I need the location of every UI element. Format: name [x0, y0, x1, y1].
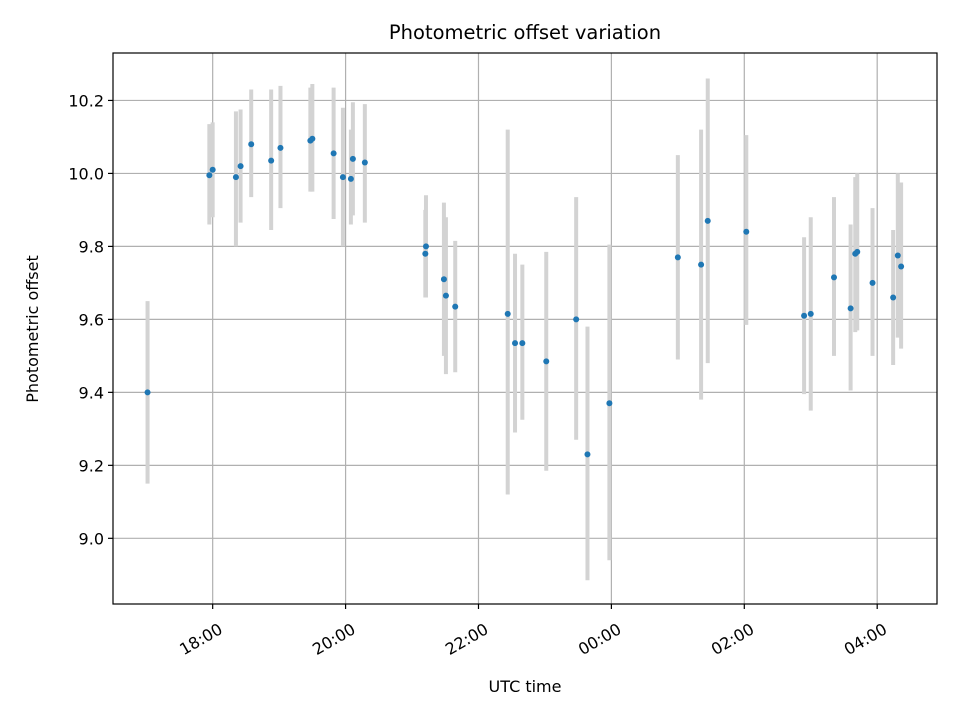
data-point — [347, 175, 354, 182]
data-point — [704, 217, 711, 224]
data-point — [573, 316, 580, 323]
data-point — [442, 292, 449, 299]
data-point — [698, 261, 705, 268]
y-tick-label: 9.0 — [79, 529, 104, 548]
data-point — [248, 141, 255, 148]
data-point — [801, 312, 808, 319]
data-point — [309, 135, 316, 142]
data-point — [584, 451, 591, 458]
data-point — [606, 400, 613, 407]
data-point — [807, 310, 814, 317]
data-point — [232, 174, 239, 181]
data-point — [268, 157, 275, 164]
y-axis-ticks: 9.0 9.2 9.4 9.6 9.8 10.0 10.2 — [68, 91, 113, 548]
data-point — [898, 263, 905, 270]
data-point — [504, 310, 511, 317]
data-point — [890, 294, 897, 301]
data-point — [277, 144, 284, 151]
y-tick-label: 9.2 — [79, 456, 104, 475]
data-point — [674, 254, 681, 261]
y-tick-label: 10.2 — [68, 91, 104, 110]
y-axis-label: Photometric offset — [23, 255, 42, 403]
data-point — [339, 174, 346, 181]
data-point — [854, 248, 861, 255]
data-point — [743, 228, 750, 235]
data-point — [512, 340, 519, 347]
data-point — [209, 166, 216, 173]
data-point — [349, 155, 356, 162]
data-point — [144, 389, 151, 396]
y-tick-label: 9.4 — [79, 383, 104, 402]
data-point — [237, 163, 244, 170]
y-tick-label: 9.8 — [79, 237, 104, 256]
data-point — [330, 150, 337, 157]
data-point — [361, 159, 368, 166]
data-point — [543, 358, 550, 365]
data-point — [440, 276, 447, 283]
data-point — [422, 243, 429, 250]
data-point — [847, 305, 854, 312]
data-point — [452, 303, 459, 310]
data-point — [422, 250, 429, 257]
data-point — [206, 172, 213, 179]
y-tick-label: 9.6 — [79, 310, 104, 329]
data-points — [144, 135, 905, 458]
x-axis-label: UTC time — [489, 677, 562, 696]
data-point — [831, 274, 837, 281]
y-tick-label: 10.0 — [68, 164, 104, 183]
data-point — [519, 340, 526, 347]
plot-frame — [112, 52, 938, 605]
data-point — [894, 252, 901, 259]
data-point — [869, 279, 876, 286]
chart-title: Photometric offset variation — [389, 21, 661, 44]
